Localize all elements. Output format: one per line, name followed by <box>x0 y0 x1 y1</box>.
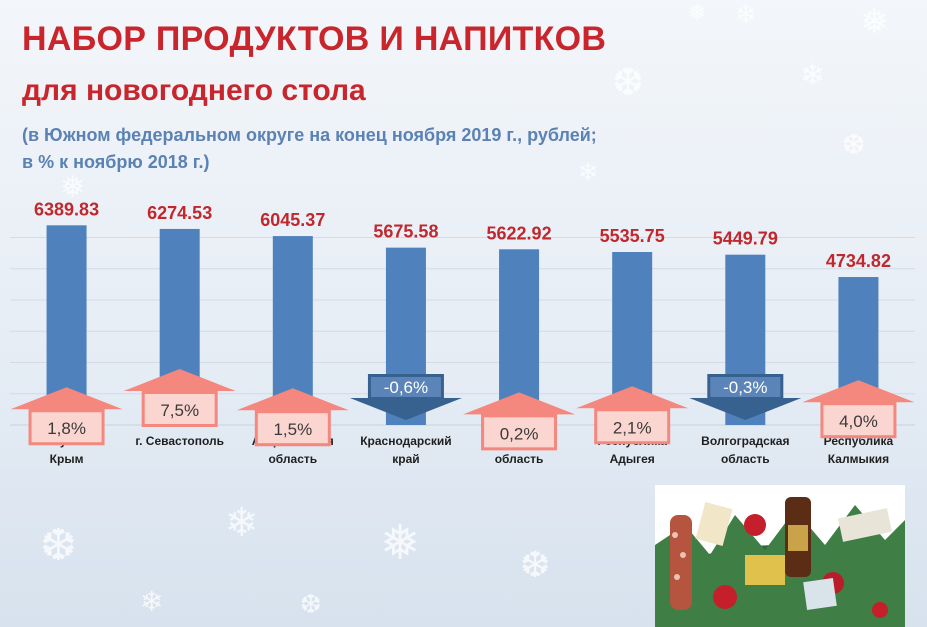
change-label-box <box>370 377 441 397</box>
data-label: 5622.92 <box>487 223 552 243</box>
snowflake-icon: ❆ <box>520 545 551 586</box>
chart-subtitle: (в Южном федеральном округе на конец ноя… <box>22 122 722 176</box>
data-label: 5449.79 <box>713 229 778 249</box>
category-label: область <box>721 452 770 466</box>
data-label: 6389.83 <box>34 199 99 219</box>
change-label-box <box>823 405 894 436</box>
change-label-box <box>597 411 668 442</box>
category-label: область <box>268 452 317 466</box>
change-label: -0,6% <box>384 378 428 397</box>
category-label: Краснодарский <box>360 434 451 448</box>
category-label: г. Севастополь <box>135 434 224 448</box>
snowflake-icon: ❅ <box>688 1 707 26</box>
snowflake-icon: ❄ <box>735 0 757 30</box>
change-label: -0,3% <box>723 378 767 397</box>
snowflake-icon: ❄ <box>578 158 599 186</box>
snowflake-icon: ❆ <box>842 128 866 161</box>
change-label-box <box>484 417 555 448</box>
change-label-box <box>144 394 215 424</box>
data-label: 5675.58 <box>373 222 438 242</box>
category-label: область <box>495 452 544 466</box>
data-label: 6274.53 <box>147 203 212 223</box>
change-label-box <box>31 412 102 443</box>
change-label: 1,5% <box>273 420 312 439</box>
category-label: Крым <box>50 452 84 466</box>
change-label: 2,1% <box>613 418 652 437</box>
data-label: 6045.37 <box>260 210 325 230</box>
change-label: 7,5% <box>160 401 199 420</box>
chart-title: НАБОР ПРОДУКТОВ И НАПИТКОВ <box>22 20 607 58</box>
data-label: 4734.82 <box>826 251 891 271</box>
snowflake-icon: ❄ <box>225 500 259 546</box>
subtitle-line1: (в Южном федеральном округе на конец ноя… <box>22 125 597 145</box>
category-label: Калмыкия <box>828 452 889 466</box>
data-label: 5535.75 <box>600 226 665 246</box>
snowflake-icon: ❆ <box>612 60 644 104</box>
snowflake-icon: ❄ <box>800 58 826 93</box>
change-label-box <box>710 377 781 397</box>
snowflake-icon: ❅ <box>860 2 889 42</box>
subtitle-line2: в % к ноябрю 2018 г.) <box>22 152 210 172</box>
food-basket-image <box>655 485 905 627</box>
category-label: Адыгея <box>610 452 655 466</box>
snowflake-icon: ❆ <box>40 520 77 571</box>
snowflake-icon: ❅ <box>380 515 421 571</box>
bar-chart: 6389.83РеспубликаКрым1,8%6274.53г. Севас… <box>10 199 915 466</box>
chart-title-line2: для новогоднего стола <box>22 74 366 107</box>
change-label: 4,0% <box>839 412 878 431</box>
change-label: 0,2% <box>500 424 539 443</box>
category-label: Волгоградская <box>701 434 789 448</box>
snowflake-icon: ❅ <box>60 170 86 205</box>
category-label: край <box>392 452 419 466</box>
change-label-box <box>257 413 328 444</box>
change-label: 1,8% <box>47 419 86 438</box>
snowflake-icon: ❄ <box>140 585 164 618</box>
christmas-food-basket-photo-icon <box>655 485 905 627</box>
snowflake-icon: ❆ <box>300 590 322 620</box>
